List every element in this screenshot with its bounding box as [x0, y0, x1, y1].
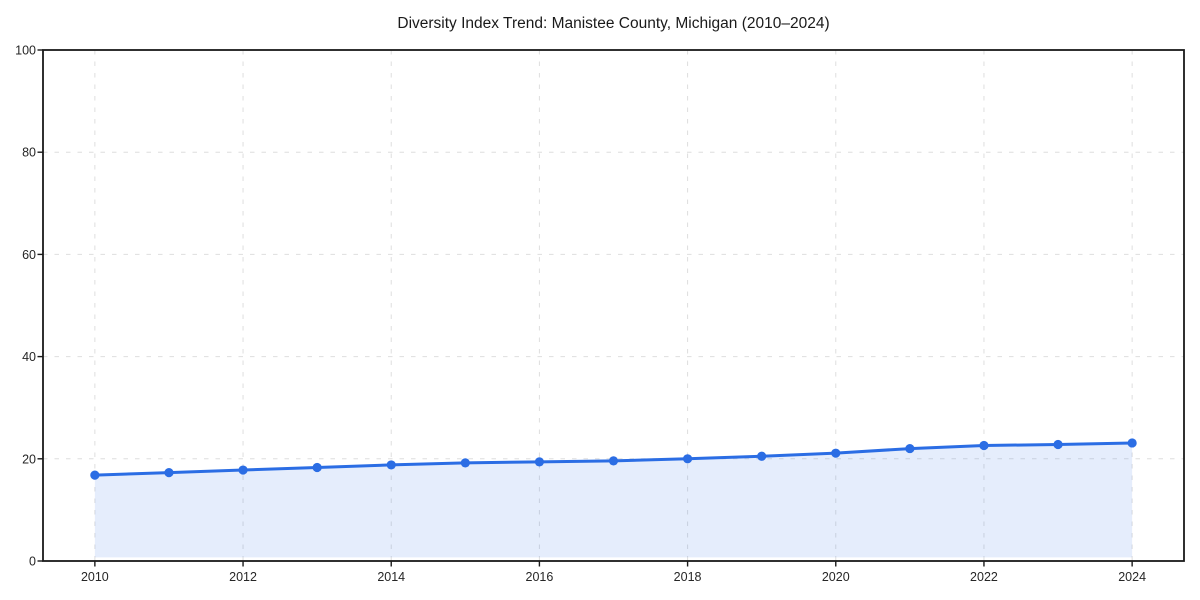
axes: [37, 49, 1185, 567]
data-point: [905, 443, 915, 454]
chart-title: Diversity Index Trend: Manistee County, …: [397, 15, 829, 32]
area-fill: [94, 442, 1133, 558]
tick-labels: 2010 2012 2014 2016 2018 2020 2022 2024 0 20 40 60 8…: [15, 44, 1146, 585]
data-point: [312, 462, 322, 473]
y-tick-label: 100: [15, 44, 36, 58]
y-tick-label: 0: [29, 555, 36, 569]
x-tick-label: 2022: [970, 570, 998, 584]
y-tick-label: 80: [22, 146, 36, 160]
x-tick-label: 2020: [822, 570, 850, 584]
data-point: [386, 460, 396, 470]
plot-border: [42, 49, 1185, 562]
data-point: [757, 451, 767, 461]
area-fill-shape: [94, 442, 1133, 558]
data-point: [238, 465, 248, 475]
data-point: [90, 470, 100, 480]
x-tick-label: 2014: [377, 570, 405, 584]
data-point: [460, 458, 470, 468]
data-point: [1127, 438, 1137, 448]
x-tick-label: 2016: [526, 570, 554, 584]
data-points: [90, 438, 1137, 480]
data-point: [682, 454, 693, 464]
data-point: [1053, 439, 1063, 450]
data-point: [979, 440, 989, 451]
gridlines: [43, 50, 1184, 561]
x-tick-label: 2018: [674, 570, 702, 584]
data-point: [831, 448, 841, 458]
data-point: [164, 467, 174, 478]
y-tick-label: 60: [22, 248, 36, 262]
x-tick-label: 2010: [81, 570, 109, 584]
y-tick-label: 40: [22, 350, 36, 364]
y-tick-label: 20: [22, 452, 36, 466]
data-point: [608, 456, 619, 466]
data-point: [534, 457, 545, 467]
x-tick-label: 2012: [229, 570, 257, 584]
x-tick-label: 2024: [1118, 570, 1146, 584]
